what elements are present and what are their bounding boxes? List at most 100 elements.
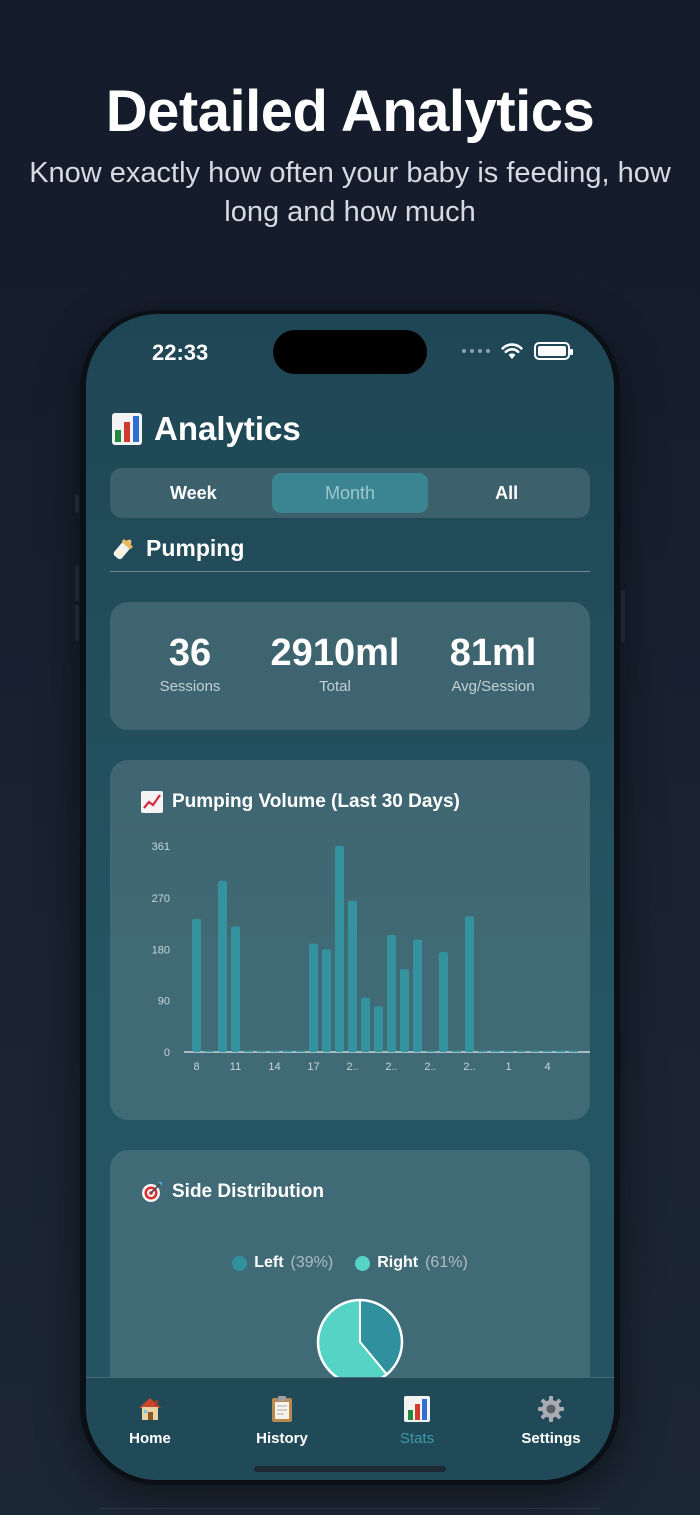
tabbar-label: Stats <box>399 1430 435 1447</box>
chart-bar <box>257 1050 266 1052</box>
clipboard-icon <box>272 1396 292 1422</box>
legend-percent: (61%) <box>425 1254 468 1271</box>
x-tick-label: 14 <box>268 1061 280 1073</box>
tabbar-label: Home <box>129 1430 171 1447</box>
battery-icon <box>534 342 573 360</box>
stat-total: 2910ml Total <box>260 630 410 695</box>
phone-side-button <box>75 605 79 641</box>
x-tick-label: 17 <box>307 1061 319 1073</box>
stat-label: Sessions <box>159 678 221 695</box>
legend-item-right: Right (61%) <box>355 1254 468 1272</box>
section-divider <box>110 571 590 572</box>
chart-bar <box>205 1050 214 1052</box>
phone-side-button <box>75 495 79 513</box>
chart-bar <box>556 1050 565 1052</box>
chart-bar <box>491 1050 500 1052</box>
x-tick-label: 2.. <box>424 1061 436 1073</box>
tabbar-stats[interactable]: Stats <box>367 1394 467 1447</box>
chart-bar <box>517 1050 526 1052</box>
page-title: Analytics <box>112 410 301 448</box>
y-tick-label: 361 <box>152 841 170 853</box>
page-bottom-divider <box>100 1508 600 1509</box>
pie-title: Side Distribution <box>140 1180 324 1204</box>
tab-bar: Home History Stats <box>86 1377 614 1480</box>
legend-swatch <box>232 1255 248 1271</box>
tabbar-label: Settings <box>521 1430 581 1447</box>
stat-value: 36 <box>168 632 212 674</box>
dynamic-island <box>273 330 427 374</box>
legend-swatch <box>355 1255 371 1271</box>
chart-bar <box>192 919 201 1052</box>
legend-percent: (39%) <box>290 1254 334 1271</box>
chart-title-text: Pumping Volume (Last 30 Days) <box>172 791 460 812</box>
page-title-text: Analytics <box>154 410 301 447</box>
y-tick-label: 270 <box>152 893 170 905</box>
section-heading: Pumping <box>110 534 244 562</box>
house-icon <box>139 1398 161 1420</box>
chart-bar <box>569 1050 578 1052</box>
bar-chart-icon <box>112 413 142 445</box>
chart-bar <box>387 935 396 1052</box>
tab-month[interactable]: Month <box>271 473 429 513</box>
x-tick-label: 2.. <box>346 1061 358 1073</box>
chart-bar <box>426 1050 435 1052</box>
tabbar-home[interactable]: Home <box>100 1394 200 1447</box>
phone-side-button <box>621 590 625 642</box>
phone-side-button <box>75 565 79 601</box>
stat-sessions: 36 Sessions <box>140 630 240 695</box>
summary-card: 36 Sessions 2910ml Total 81ml Avg/Sessio… <box>110 602 590 730</box>
y-tick-label: 90 <box>158 996 170 1008</box>
chart-bar <box>270 1050 279 1052</box>
status-icons <box>462 342 573 360</box>
chart-bar <box>543 1050 552 1052</box>
cellular-dots-icon <box>462 349 490 353</box>
gear-icon <box>538 1396 564 1422</box>
legend-name: Left <box>254 1254 284 1271</box>
chart-bar <box>231 926 240 1052</box>
side-distribution-pie <box>316 1298 404 1386</box>
chart-bar <box>413 939 422 1052</box>
status-time: 22:33 <box>152 340 209 365</box>
x-tick-label: 2.. <box>463 1061 475 1073</box>
chart-bar <box>218 880 227 1052</box>
home-indicator[interactable] <box>254 1466 446 1472</box>
stat-label: Total <box>319 678 351 695</box>
tabbar-label: History <box>256 1430 308 1447</box>
chart-bar <box>452 1050 461 1052</box>
promo-headline: Detailed Analytics <box>105 79 595 144</box>
chart-bar <box>465 916 474 1052</box>
chart-bar <box>400 969 409 1052</box>
chart-increasing-icon <box>141 791 163 813</box>
section-title: Pumping <box>146 534 245 561</box>
chart-bar <box>348 900 357 1052</box>
chart-bar <box>530 1050 539 1052</box>
chart-bar <box>322 949 331 1052</box>
chart-title: Pumping Volume (Last 30 Days) <box>140 790 460 814</box>
chart-bar <box>335 846 344 1052</box>
chart-bar <box>244 1050 253 1052</box>
pumping-volume-card: Pumping Volume (Last 30 Days) 0 90 180 270 3… <box>110 760 590 1120</box>
tabbar-settings[interactable]: Settings <box>501 1394 601 1447</box>
pie-title-text: Side Distribution <box>172 1181 324 1202</box>
tab-all[interactable]: All <box>495 482 519 503</box>
stat-value: 2910ml <box>270 632 400 674</box>
tab-week[interactable]: Week <box>169 482 217 503</box>
chart-bar <box>309 943 318 1052</box>
chart-bar <box>439 952 448 1052</box>
period-selector: Week Month All <box>110 468 590 518</box>
chart-bar <box>296 1050 305 1052</box>
stat-label: Avg/Session <box>451 678 535 695</box>
x-tick-label: 1 <box>505 1061 511 1073</box>
pie-legend: Left (39%) Right (61%) <box>110 1254 590 1272</box>
chart-bar <box>374 1006 383 1052</box>
y-tick-label: 0 <box>164 1047 170 1059</box>
x-tick-label: 4 <box>544 1061 550 1073</box>
chart-bar <box>283 1050 292 1052</box>
x-tick-label: 11 <box>230 1061 241 1073</box>
stat-value: 81ml <box>449 632 537 674</box>
tabbar-history[interactable]: History <box>232 1394 332 1447</box>
promo-subline: Know exactly how often your baby is feed… <box>29 157 671 228</box>
chart-bar <box>478 1050 487 1052</box>
x-tick-label: 2.. <box>385 1061 397 1073</box>
